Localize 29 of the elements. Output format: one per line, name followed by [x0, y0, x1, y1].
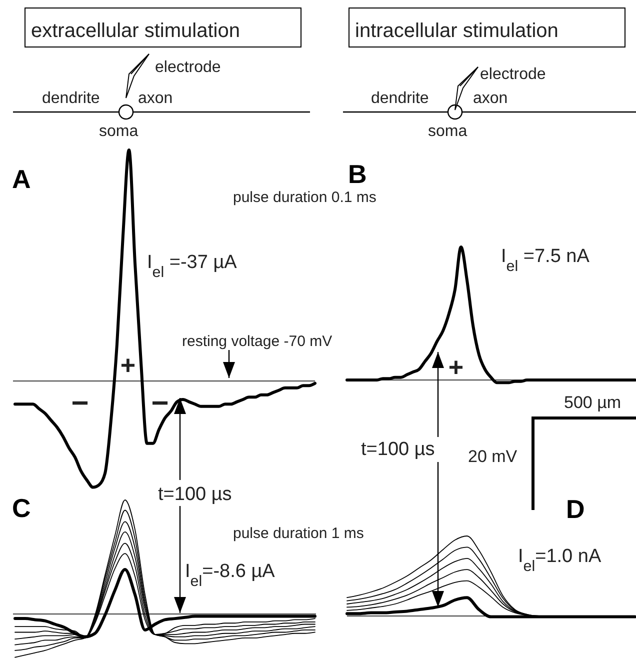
text: axon	[138, 90, 173, 107]
annotation: pulse duration 1 ms	[233, 525, 364, 542]
text: 500 µm	[564, 393, 622, 412]
chart-title: D	[566, 494, 585, 524]
text: 20 mV	[468, 447, 518, 466]
annotation: resting voltage -70 mV	[182, 333, 332, 350]
annotation: −	[151, 387, 169, 420]
text: intracellular stimulation	[355, 20, 558, 42]
text: t=100 µs	[361, 439, 435, 460]
text: extracellular stimulation	[31, 20, 240, 42]
annotation: pulse duration 0.1 ms	[233, 189, 376, 206]
text: axon	[473, 90, 508, 107]
annotation: −	[71, 387, 89, 420]
text: dendrite	[371, 90, 429, 107]
annotation: +	[120, 350, 136, 380]
text: A	[12, 164, 31, 194]
text: electrode	[155, 59, 221, 76]
text: dendrite	[42, 90, 100, 107]
text: soma	[99, 123, 138, 140]
chart-title: B	[348, 159, 367, 189]
chart-title: C	[12, 493, 31, 523]
annotation: I$_{el}$ =7.5 nA	[501, 246, 590, 274]
annotation: +	[448, 352, 464, 382]
text: soma	[428, 123, 468, 140]
annotation: t=100 µs	[158, 484, 232, 505]
annotation: I$_{el}$=-8.6 µA	[185, 561, 276, 590]
annotation: I$_{el}$ =-37 µA	[147, 252, 238, 280]
annotation: I$_{el}$=1.0 nA	[518, 546, 602, 574]
text: electrode	[480, 66, 546, 83]
